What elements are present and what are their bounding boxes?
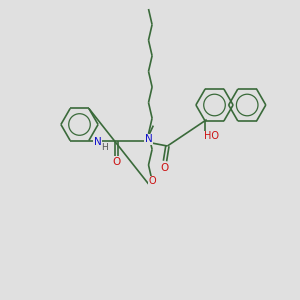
Text: H: H — [101, 143, 108, 152]
Text: N: N — [145, 134, 153, 144]
Text: HO: HO — [204, 131, 219, 141]
Text: O: O — [112, 157, 121, 167]
Text: N: N — [94, 137, 102, 147]
Text: O: O — [160, 163, 169, 172]
Text: O: O — [148, 176, 156, 186]
